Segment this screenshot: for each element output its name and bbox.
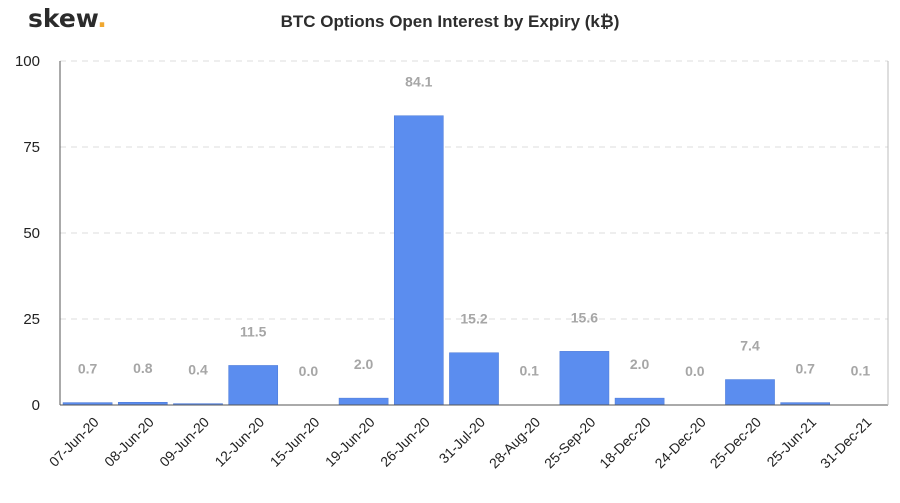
- x-tick-label: 12-Jun-20: [211, 414, 267, 470]
- x-tick-label: 31-Jul-20: [436, 414, 489, 467]
- x-tick-label: 24-Dec-20: [651, 414, 709, 472]
- data-label: 0.4: [188, 362, 208, 378]
- data-label: 15.2: [460, 311, 487, 327]
- x-tick-label: 31-Dec-21: [817, 414, 875, 472]
- bar: [725, 379, 775, 406]
- y-tick-label: 100: [15, 53, 40, 70]
- x-tick-label: 28-Aug-20: [486, 414, 544, 472]
- x-tick-label: 25-Jun-21: [763, 414, 819, 470]
- data-label: 2.0: [630, 356, 650, 372]
- y-tick-label: 0: [32, 397, 40, 414]
- data-label: 0.7: [795, 361, 815, 377]
- x-tick-label: 15-Jun-20: [267, 414, 323, 470]
- data-label: 0.0: [299, 363, 319, 379]
- x-tick-label: 07-Jun-20: [46, 414, 102, 470]
- data-label: 11.5: [240, 323, 267, 339]
- bar: [393, 115, 444, 406]
- bar: [559, 351, 610, 406]
- data-label: 0.8: [133, 360, 153, 376]
- bar: [614, 397, 665, 406]
- x-tick-label: 19-Jun-20: [322, 414, 378, 470]
- x-tick-label: 25-Sep-20: [541, 414, 599, 472]
- data-label: 7.4: [740, 338, 760, 354]
- data-label: 0.7: [78, 361, 98, 377]
- skew-logo: skew.: [28, 4, 107, 33]
- bar: [449, 352, 499, 406]
- x-tick-label: 09-Jun-20: [156, 414, 212, 470]
- y-tick-label: 25: [23, 311, 40, 328]
- y-tick-label: 50: [23, 225, 40, 242]
- x-tick-label: 25-Dec-20: [707, 414, 765, 472]
- bar: [338, 397, 389, 406]
- data-label: 2.0: [354, 356, 374, 372]
- chart-title: BTC Options Open Interest by Expiry (k₿): [280, 12, 620, 31]
- bar: [228, 365, 279, 406]
- x-tick-label: 18-Dec-20: [596, 414, 654, 472]
- x-tick-label: 26-Jun-20: [377, 414, 433, 470]
- data-label: 0.1: [519, 363, 539, 379]
- data-label: 0.0: [685, 363, 705, 379]
- y-tick-label: 75: [23, 139, 40, 156]
- data-label: 15.6: [571, 309, 598, 325]
- data-label: 0.1: [851, 363, 871, 379]
- x-tick-label: 08-Jun-20: [101, 414, 157, 470]
- data-label: 84.1: [405, 74, 432, 90]
